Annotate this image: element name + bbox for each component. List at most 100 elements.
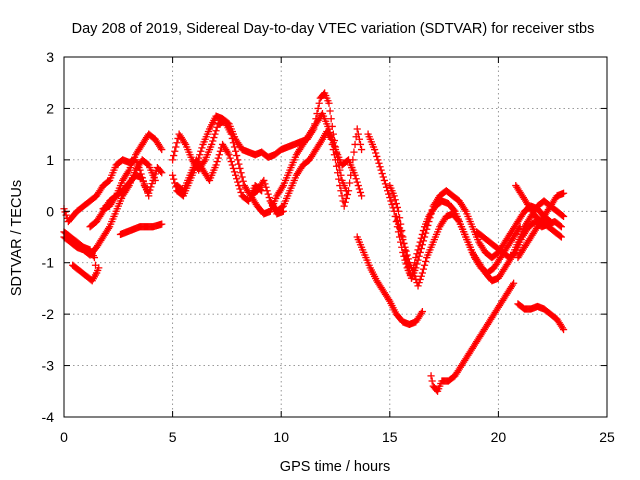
data-point <box>325 99 333 107</box>
data-point <box>260 176 268 185</box>
tick-labels: 0 5 10 15 20 25 -4 -3 -2 -1 0 1 2 3 <box>42 49 615 445</box>
data-point <box>388 200 396 209</box>
data-point <box>158 145 166 154</box>
data-point <box>197 147 205 155</box>
data-point <box>327 132 335 140</box>
data-point <box>376 163 384 171</box>
x-tick-label: 20 <box>491 429 507 445</box>
data-point <box>173 139 181 147</box>
data-point <box>157 144 165 152</box>
data-point <box>351 171 359 179</box>
data-point <box>394 207 403 215</box>
data-point <box>314 104 322 113</box>
x-tick-label: 10 <box>273 429 289 445</box>
data-point <box>413 250 421 258</box>
data-point <box>258 187 266 195</box>
data-point <box>415 279 423 287</box>
data-point <box>418 230 426 239</box>
data-point <box>557 233 565 241</box>
data-point <box>198 144 206 152</box>
data-point <box>335 175 343 183</box>
data-point <box>237 188 245 197</box>
data-point <box>235 181 243 190</box>
data-point <box>330 142 339 150</box>
data-series-arc-22 <box>514 189 568 262</box>
data-point <box>380 176 388 185</box>
data-point <box>418 269 426 277</box>
data-series-arc-20 <box>514 300 568 334</box>
data-point <box>397 228 405 236</box>
data-point <box>392 199 400 208</box>
plot-frame <box>63 56 608 418</box>
data-point <box>227 130 235 138</box>
data-point <box>180 139 189 147</box>
data-point <box>200 157 208 166</box>
data-point <box>157 167 165 176</box>
data-point <box>239 177 247 185</box>
data-point <box>377 166 385 174</box>
data-point <box>398 232 406 240</box>
data-point <box>151 176 159 185</box>
data-point <box>412 253 420 262</box>
data-point <box>346 179 354 187</box>
data-point <box>401 243 409 251</box>
data-point <box>145 192 153 200</box>
data-point <box>374 156 382 164</box>
data-point <box>231 171 240 179</box>
data-point <box>236 164 244 173</box>
data-point <box>416 238 424 246</box>
y-tick-label: -2 <box>42 306 55 322</box>
data-point <box>229 139 238 147</box>
data-point <box>227 157 235 166</box>
data-point <box>344 187 353 195</box>
data-point <box>392 212 400 221</box>
data-point <box>326 128 334 137</box>
data-point <box>417 234 425 242</box>
data-point <box>350 148 358 156</box>
data-point <box>355 135 363 143</box>
data-point <box>422 257 430 266</box>
data-point <box>382 183 391 191</box>
data-point <box>104 224 113 233</box>
chart-title: Day 208 of 2019, Sidereal Day-to-day VTE… <box>72 21 595 37</box>
data-point <box>420 261 429 269</box>
data-point <box>558 211 567 220</box>
x-tick-label: 0 <box>60 429 68 445</box>
data-point <box>559 212 568 221</box>
data-point <box>404 255 412 263</box>
data-point <box>387 197 395 205</box>
data-point <box>317 137 325 145</box>
data-series-arc-6 <box>116 220 166 239</box>
data-point <box>357 145 366 154</box>
data-point <box>332 162 341 170</box>
data-point <box>224 149 232 157</box>
data-point <box>233 151 241 160</box>
data-point <box>353 178 361 186</box>
data-point <box>556 222 564 230</box>
y-tick-label: -1 <box>42 255 55 271</box>
data-point <box>226 154 234 162</box>
data-point <box>381 180 390 188</box>
data-point <box>234 178 242 186</box>
data-point <box>378 169 386 178</box>
data-point <box>411 272 419 280</box>
data-point <box>402 247 410 255</box>
data-point <box>352 175 360 183</box>
data-point <box>196 151 204 159</box>
data-point <box>124 183 132 191</box>
data-point <box>414 246 422 254</box>
data-point <box>158 169 166 177</box>
data-point <box>418 307 426 316</box>
data-point <box>419 265 428 273</box>
data-point <box>390 192 398 200</box>
data-point <box>356 140 365 149</box>
data-point <box>372 149 380 157</box>
data-point <box>172 143 180 151</box>
data-point <box>403 251 411 259</box>
data-point <box>415 242 423 250</box>
data-point <box>158 220 166 228</box>
data-point <box>354 130 362 138</box>
data-point <box>341 198 349 206</box>
data-point <box>214 154 222 162</box>
y-axis-label: SDTVAR / TECUs <box>9 180 25 296</box>
